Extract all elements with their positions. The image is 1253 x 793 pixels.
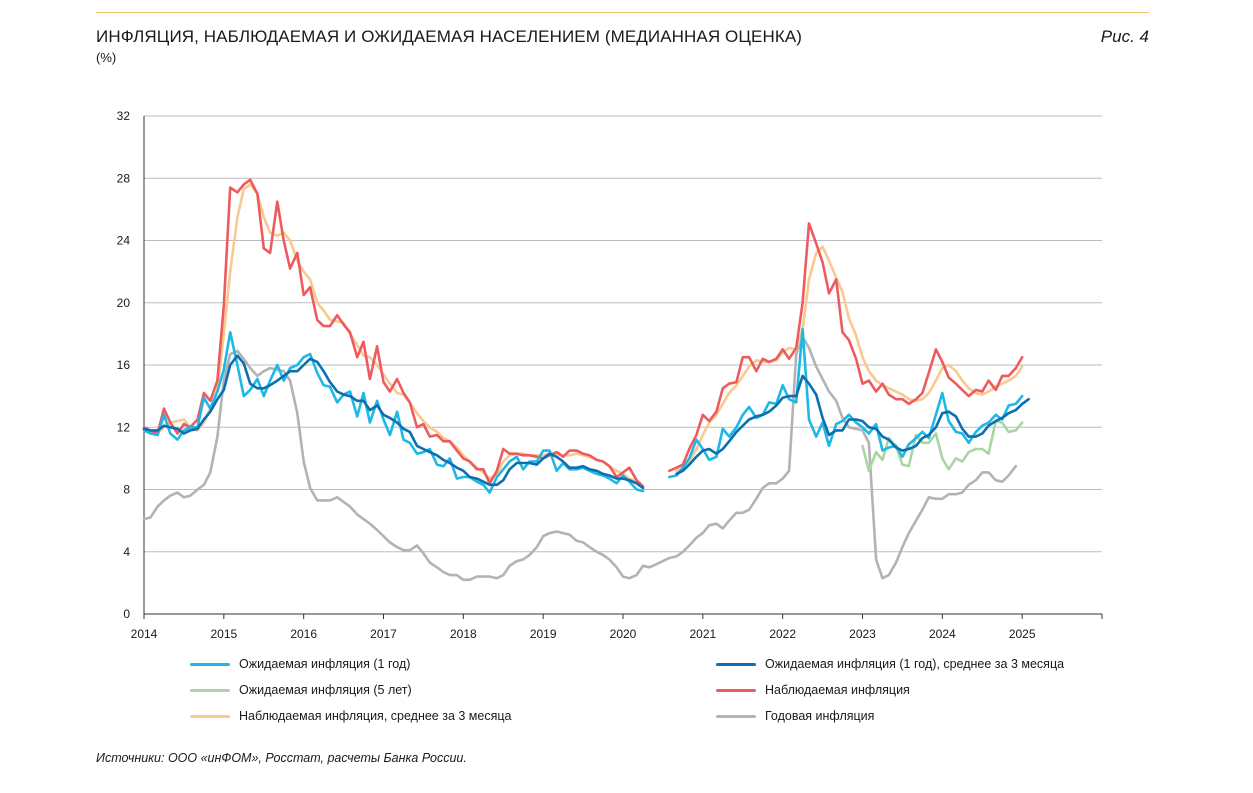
y-tick-label: 8 xyxy=(123,483,130,497)
x-tick-label: 2017 xyxy=(370,627,397,641)
y-tick-label: 16 xyxy=(117,358,131,372)
x-tick-label: 2024 xyxy=(929,627,956,641)
series-line xyxy=(675,374,1030,476)
y-tick-label: 12 xyxy=(117,420,131,434)
chart-title: ИНФЛЯЦИЯ, НАБЛЮДАЕМАЯ И ОЖИДАЕМАЯ НАСЕЛЕ… xyxy=(96,27,803,46)
y-tick-label: 0 xyxy=(123,607,130,621)
x-tick-label: 2019 xyxy=(530,627,557,641)
figure-label: Рис. 4 xyxy=(1100,27,1149,46)
series-line xyxy=(142,354,645,490)
y-tick-label: 28 xyxy=(117,171,131,185)
series-line xyxy=(142,178,645,488)
x-tick-label: 2018 xyxy=(450,627,477,641)
series-line xyxy=(675,245,1024,473)
y-tick-label: 4 xyxy=(123,545,130,559)
series-lines xyxy=(142,178,1030,582)
x-tick-label: 2015 xyxy=(210,627,237,641)
x-tick-label: 2020 xyxy=(610,627,637,641)
x-tick-label: 2022 xyxy=(769,627,796,641)
y-tick-label: 24 xyxy=(117,234,131,248)
x-tick-label: 2016 xyxy=(290,627,317,641)
x-tick-label: 2025 xyxy=(1009,627,1036,641)
x-tick-label: 2021 xyxy=(689,627,716,641)
y-tick-label: 20 xyxy=(117,296,131,310)
axes xyxy=(143,116,1103,619)
y-tick-label: 32 xyxy=(117,109,131,123)
series-line xyxy=(142,335,1018,582)
chart-unit: (%) xyxy=(96,50,117,65)
x-tick-label: 2014 xyxy=(131,627,158,641)
series-line xyxy=(667,327,1024,479)
top-rule xyxy=(96,12,1149,13)
source-note: Источники: ООО «инФОМ», Росстат, расчеты… xyxy=(96,751,467,765)
series-line xyxy=(861,419,1024,473)
x-tick-label: 2023 xyxy=(849,627,876,641)
series-line xyxy=(667,222,1024,473)
series-line xyxy=(142,330,645,494)
grid-lines xyxy=(144,115,1102,553)
